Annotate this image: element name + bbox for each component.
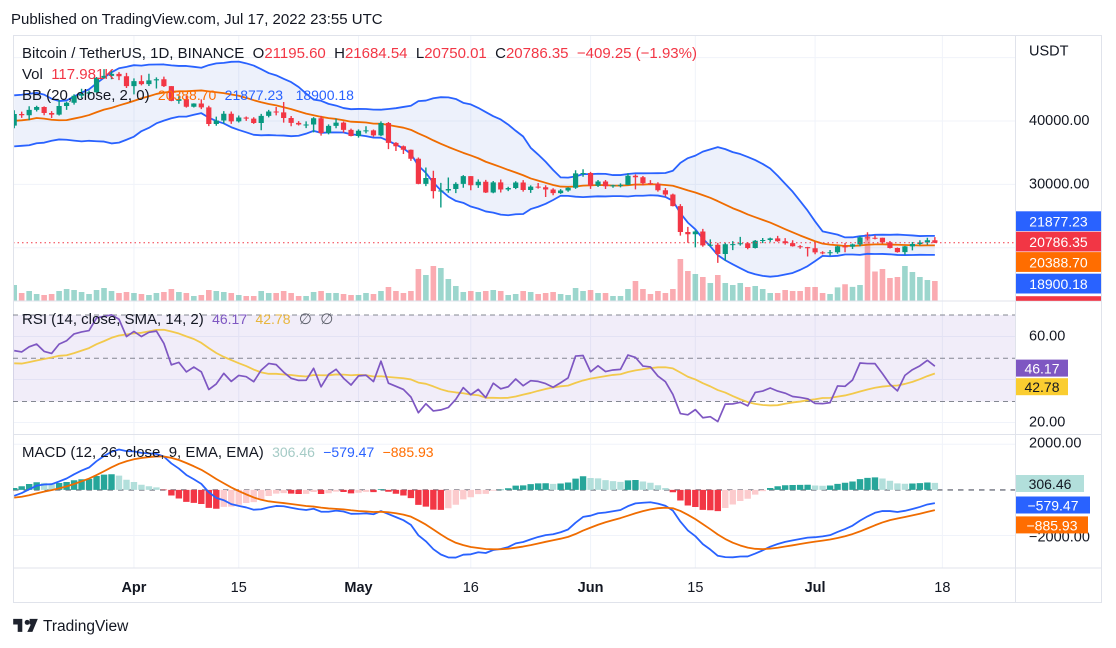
svg-text:60.00: 60.00 xyxy=(1029,329,1065,345)
svg-text:20786.35: 20786.35 xyxy=(1029,234,1088,250)
svg-text:18900.18: 18900.18 xyxy=(1029,276,1088,292)
svg-text:2000.00: 2000.00 xyxy=(1029,435,1081,451)
svg-text:20388.70: 20388.70 xyxy=(1029,255,1088,271)
svg-text:Jul: Jul xyxy=(805,580,826,596)
svg-text:18: 18 xyxy=(934,580,950,596)
svg-text:Apr: Apr xyxy=(121,580,146,596)
svg-text:20.00: 20.00 xyxy=(1029,415,1065,431)
svg-text:16: 16 xyxy=(463,580,479,596)
svg-text:May: May xyxy=(344,580,372,596)
svg-text:Jun: Jun xyxy=(578,580,604,596)
svg-text:−885.93: −885.93 xyxy=(1027,517,1078,533)
svg-text:15: 15 xyxy=(231,580,247,596)
svg-text:30000.00: 30000.00 xyxy=(1029,176,1089,192)
svg-text:40000.00: 40000.00 xyxy=(1029,113,1089,129)
svg-text:306.46: 306.46 xyxy=(1029,476,1072,492)
svg-text:21877.23: 21877.23 xyxy=(1029,214,1088,230)
svg-text:42.78: 42.78 xyxy=(1024,379,1059,395)
svg-text:−579.47: −579.47 xyxy=(1028,498,1079,514)
svg-text:15: 15 xyxy=(687,580,703,596)
svg-text:USDT: USDT xyxy=(1029,44,1069,60)
svg-text:46.17: 46.17 xyxy=(1024,361,1059,377)
